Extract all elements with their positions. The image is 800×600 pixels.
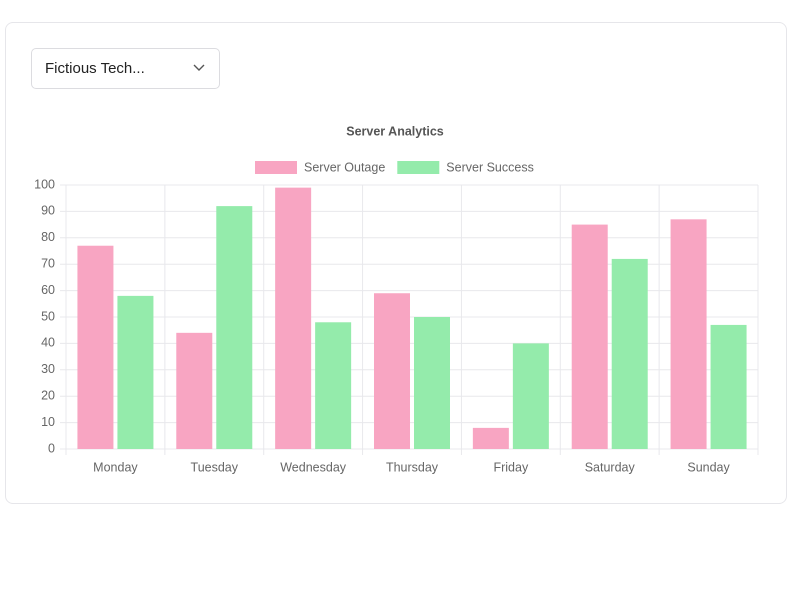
- bar: [77, 245, 114, 449]
- bar: [710, 324, 747, 449]
- legend-label: Server Success: [446, 160, 534, 174]
- x-tick-label: Monday: [93, 460, 138, 474]
- chart-title: Server Analytics: [346, 124, 444, 138]
- y-tick-label: 10: [41, 415, 55, 429]
- bar: [374, 293, 410, 449]
- card: [5, 22, 787, 504]
- bar: [117, 295, 154, 449]
- legend-swatch: [397, 161, 440, 174]
- bar: [670, 219, 707, 449]
- x-tick-label: Saturday: [585, 460, 636, 474]
- bar: [611, 258, 648, 449]
- x-tick-label: Wednesday: [280, 460, 347, 474]
- x-tick-label: Thursday: [386, 460, 439, 474]
- y-tick-label: 100: [34, 177, 55, 191]
- y-tick-label: 0: [48, 441, 55, 455]
- y-tick-label: 70: [41, 256, 55, 270]
- legend-label: Server Outage: [304, 160, 385, 174]
- y-tick-label: 60: [41, 283, 55, 297]
- y-tick-label: 90: [41, 204, 55, 218]
- dropdown-label: Fictious Tech...: [45, 60, 145, 77]
- x-tick-label: Friday: [493, 460, 528, 474]
- chevron: [193, 64, 205, 71]
- bar: [512, 343, 549, 449]
- legend-swatch: [255, 161, 297, 174]
- bar: [472, 427, 509, 449]
- y-tick-label: 20: [41, 388, 55, 402]
- bar: [315, 322, 352, 449]
- x-tick-label: Tuesday: [191, 460, 239, 474]
- y-tick-label: 50: [41, 309, 55, 323]
- bar: [571, 224, 608, 449]
- y-tick-label: 30: [41, 362, 55, 376]
- bar: [216, 206, 253, 449]
- x-tick-label: Sunday: [687, 460, 730, 474]
- bar: [275, 187, 312, 449]
- dropdown[interactable]: Fictious Tech...: [31, 48, 220, 89]
- y-tick-label: 40: [41, 336, 55, 350]
- bar: [414, 317, 450, 449]
- bar: [176, 332, 213, 449]
- y-tick-label: 80: [41, 230, 55, 244]
